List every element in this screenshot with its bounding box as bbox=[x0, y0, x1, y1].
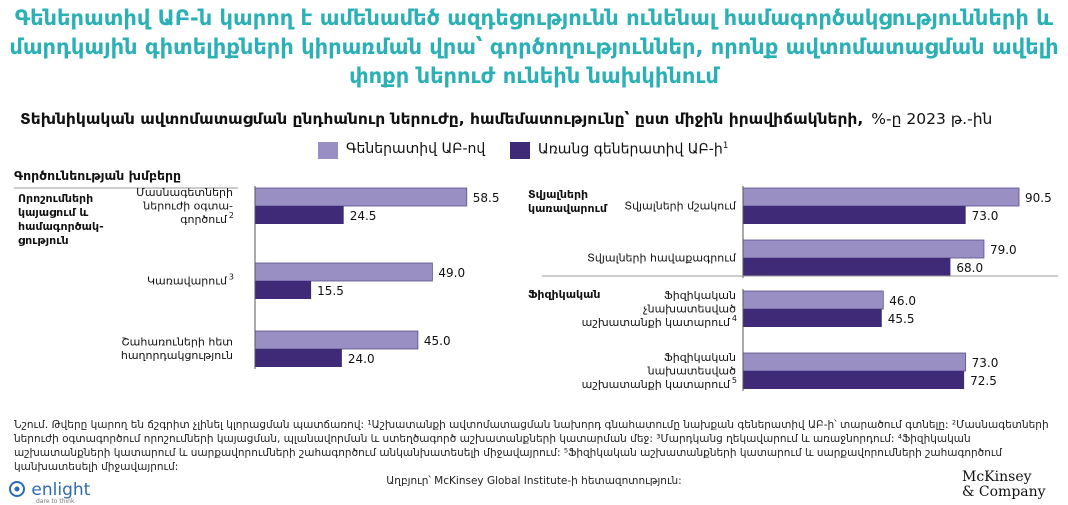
title-line-2: մարդկային գիտելիքների կիրառման վրա՝ գործ… bbox=[9, 35, 1059, 59]
bar-with-genai bbox=[254, 330, 419, 350]
mckinsey-logo-line-2: & Company bbox=[962, 484, 1046, 500]
data-label-without-genai: 24.5 bbox=[350, 209, 377, 223]
title-line-3: փոքր ներուժ ունեին նախկինում bbox=[349, 64, 719, 88]
group-label: ցություն bbox=[18, 234, 69, 247]
chart-subtitle: Տեխնիկական ավտոմատացման ընդհանուր ներուժ… bbox=[20, 110, 1060, 128]
tick-label: աշխատանքի կատարում bbox=[582, 316, 731, 329]
data-label-with-genai: 58.5 bbox=[473, 191, 500, 205]
group-label: Տվյալների bbox=[528, 188, 588, 201]
page-title: Գեներատիվ ԱԲ-ն կարող է ամենամեծ ազդեցութ… bbox=[0, 4, 1068, 91]
group-label: Ֆիզիկական bbox=[528, 288, 600, 301]
group-label: կառավարում bbox=[528, 202, 608, 215]
subtitle-unit: %-ը 2023 թ.-ին bbox=[871, 110, 993, 128]
data-label-with-genai: 46.0 bbox=[889, 294, 916, 308]
data-label-with-genai: 90.5 bbox=[1025, 191, 1052, 205]
tick-label: նախատեսված bbox=[647, 364, 737, 377]
bar-with-genai bbox=[742, 239, 985, 259]
data-label-with-genai: 45.0 bbox=[424, 334, 451, 348]
legend-label-without-genai: Առանց գեներատիվ ԱԲ-ի1 bbox=[538, 141, 728, 158]
bar-without-genai bbox=[255, 281, 312, 299]
tick-label: գործում bbox=[180, 213, 228, 226]
footnote-source: Աղբյուր՝ McKinsey Global Institute-ի հետ… bbox=[386, 475, 682, 487]
tick-label: ներուժի օգտա- bbox=[142, 199, 233, 212]
tick-label-footnote-mark: 3 bbox=[229, 272, 234, 281]
enlight-logo-text: enlight bbox=[31, 480, 91, 500]
legend-swatch-dark bbox=[510, 142, 530, 159]
legend-footnote-mark: 1 bbox=[722, 141, 729, 151]
data-label-with-genai: 79.0 bbox=[990, 243, 1017, 257]
tick-label: Տվյալների մշակում bbox=[624, 199, 737, 212]
enlight-logo: enlight dare to think bbox=[8, 480, 91, 505]
data-label-without-genai: 24.0 bbox=[348, 352, 375, 366]
footnote: Նշում․ Թվերը կարող են ճշգրիտ չլինել կլոր… bbox=[14, 418, 1054, 488]
enlight-tagline: dare to think bbox=[36, 498, 75, 505]
data-label-with-genai: 73.0 bbox=[972, 356, 999, 370]
tick-label: Շահառուների հետ bbox=[121, 336, 233, 349]
tick-label: Ֆիզիկական bbox=[664, 289, 736, 302]
tick-label: հաղորդակցություն bbox=[121, 349, 233, 362]
footnote-text: Նշում․ Թվերը կարող են ճշգրիտ չլինել կլոր… bbox=[14, 419, 1049, 473]
subtitle-text: Տեխնիկական ավտոմատացման ընդհանուր ներուժ… bbox=[20, 110, 864, 128]
data-label-without-genai: 45.5 bbox=[888, 312, 915, 326]
tick-label: Մասնագետների bbox=[136, 186, 233, 199]
data-label-with-genai: 49.0 bbox=[438, 266, 465, 280]
legend-label-with-genai: Գեներատիվ ԱԲ-ով bbox=[346, 141, 486, 157]
tick-label-footnote-mark: 2 bbox=[229, 211, 234, 220]
tick-label-footnote-mark: 5 bbox=[732, 376, 737, 385]
group-label: համագործակ- bbox=[18, 220, 104, 233]
enlight-logo-icon bbox=[9, 481, 25, 497]
bar-without-genai bbox=[743, 371, 965, 389]
bar-with-genai bbox=[742, 187, 1020, 207]
title-line-1: Գեներատիվ ԱԲ-ն կարող է ամենամեծ ազդեցութ… bbox=[14, 6, 1054, 30]
mckinsey-logo: McKinsey & Company bbox=[962, 470, 1046, 500]
group-column-header: Գործունեության խմբերը bbox=[14, 168, 182, 183]
data-label-without-genai: 15.5 bbox=[317, 284, 344, 298]
group-label: Որոշումների bbox=[18, 192, 93, 205]
bar-without-genai bbox=[743, 206, 966, 224]
mckinsey-logo-line-1: McKinsey bbox=[962, 469, 1032, 485]
data-label-without-genai: 73.0 bbox=[972, 209, 999, 223]
bar-with-genai bbox=[254, 187, 468, 207]
group-label: կայացում և bbox=[18, 206, 88, 219]
bar-with-genai bbox=[254, 262, 433, 282]
data-label-without-genai: 72.5 bbox=[970, 374, 997, 388]
data-label-without-genai: 68.0 bbox=[956, 261, 983, 275]
tick-label: Տվյալների հավաքագրում bbox=[587, 251, 737, 264]
tick-label-footnote-mark: 4 bbox=[732, 314, 737, 323]
tick-label: չնախատեսված bbox=[643, 302, 736, 315]
bar-without-genai bbox=[255, 349, 342, 367]
bar-without-genai bbox=[743, 258, 951, 276]
bar-without-genai bbox=[255, 206, 344, 224]
bar-with-genai bbox=[742, 290, 884, 310]
legend-label-without-genai-text: Առանց գեներատիվ ԱԲ-ի bbox=[538, 141, 723, 158]
tick-label: Կառավարում bbox=[147, 274, 228, 287]
bar-with-genai bbox=[742, 352, 967, 372]
bar-without-genai bbox=[743, 309, 882, 327]
tick-label: աշխատանքի կատարում bbox=[582, 378, 731, 391]
tick-label: Ֆիզիկական bbox=[664, 351, 736, 364]
legend-swatch-light bbox=[318, 142, 338, 159]
